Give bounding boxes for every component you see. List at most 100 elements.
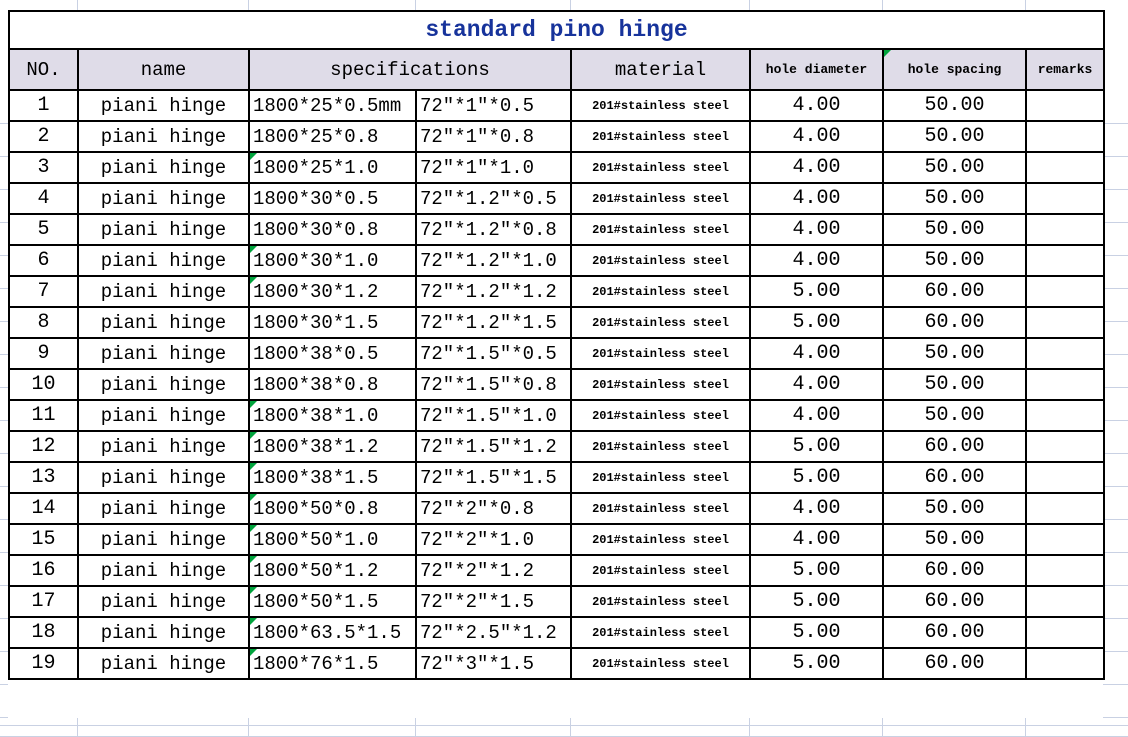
cell-material[interactable]: 201#stainless steel bbox=[570, 306, 751, 339]
cell-spec-mm[interactable]: 1800*30*1.5 bbox=[248, 306, 417, 339]
cell-hole-spacing[interactable]: 60.00 bbox=[882, 275, 1027, 308]
cell-no[interactable]: 9 bbox=[8, 337, 79, 370]
cell-material[interactable]: 201#stainless steel bbox=[570, 585, 751, 618]
cell-remarks[interactable] bbox=[1025, 554, 1105, 587]
cell-hole-diameter[interactable]: 5.00 bbox=[749, 647, 884, 680]
cell-material[interactable]: 201#stainless steel bbox=[570, 399, 751, 432]
header-cell-remarks[interactable]: remarks bbox=[1025, 48, 1105, 91]
cell-hole-spacing[interactable]: 50.00 bbox=[882, 399, 1027, 432]
cell-spec-mm[interactable]: 1800*50*1.5 bbox=[248, 585, 417, 618]
cell-hole-diameter[interactable]: 4.00 bbox=[749, 399, 884, 432]
cell-no[interactable]: 3 bbox=[8, 151, 79, 184]
cell-no[interactable]: 6 bbox=[8, 244, 79, 277]
cell-spec-mm[interactable]: 1800*30*0.8 bbox=[248, 213, 417, 246]
cell-hole-diameter[interactable]: 5.00 bbox=[749, 461, 884, 494]
cell-hole-spacing[interactable]: 60.00 bbox=[882, 585, 1027, 618]
table-title-cell[interactable]: standard pino hinge bbox=[8, 10, 1105, 50]
header-cell-hole-spacing[interactable]: hole spacing bbox=[882, 48, 1027, 91]
cell-no[interactable]: 1 bbox=[8, 89, 79, 122]
header-cell-hole-diameter[interactable]: hole diameter bbox=[749, 48, 884, 91]
cell-no[interactable]: 19 bbox=[8, 647, 79, 680]
cell-hole-spacing[interactable]: 60.00 bbox=[882, 647, 1027, 680]
cell-no[interactable]: 4 bbox=[8, 182, 79, 215]
cell-spec-inch[interactable]: 72″*1.2″*0.8 bbox=[415, 213, 572, 246]
cell-name[interactable]: piani hinge bbox=[77, 492, 250, 525]
cell-spec-inch[interactable]: 72″*1.5″*0.5 bbox=[415, 337, 572, 370]
cell-spec-inch[interactable]: 72″*1.5″*1.5 bbox=[415, 461, 572, 494]
cell-hole-diameter[interactable]: 4.00 bbox=[749, 182, 884, 215]
cell-no[interactable]: 5 bbox=[8, 213, 79, 246]
header-cell-name[interactable]: name bbox=[77, 48, 250, 91]
cell-name[interactable]: piani hinge bbox=[77, 523, 250, 556]
cell-material[interactable]: 201#stainless steel bbox=[570, 120, 751, 153]
cell-spec-mm[interactable]: 1800*30*1.0 bbox=[248, 244, 417, 277]
cell-no[interactable]: 14 bbox=[8, 492, 79, 525]
cell-hole-diameter[interactable]: 4.00 bbox=[749, 337, 884, 370]
cell-spec-mm[interactable]: 1800*25*0.5mm bbox=[248, 89, 417, 122]
cell-name[interactable]: piani hinge bbox=[77, 616, 250, 649]
cell-name[interactable]: piani hinge bbox=[77, 461, 250, 494]
cell-name[interactable]: piani hinge bbox=[77, 337, 250, 370]
cell-no[interactable]: 8 bbox=[8, 306, 79, 339]
cell-spec-mm[interactable]: 1800*76*1.5 bbox=[248, 647, 417, 680]
cell-spec-inch[interactable]: 72″*1.5″*1.0 bbox=[415, 399, 572, 432]
cell-hole-diameter[interactable]: 5.00 bbox=[749, 585, 884, 618]
cell-hole-diameter[interactable]: 5.00 bbox=[749, 554, 884, 587]
cell-spec-inch[interactable]: 72″*1″*1.0 bbox=[415, 151, 572, 184]
cell-spec-mm[interactable]: 1800*38*1.2 bbox=[248, 430, 417, 463]
cell-material[interactable]: 201#stainless steel bbox=[570, 554, 751, 587]
cell-spec-inch[interactable]: 72″*1.2″*1.2 bbox=[415, 275, 572, 308]
cell-hole-diameter[interactable]: 4.00 bbox=[749, 244, 884, 277]
cell-no[interactable]: 16 bbox=[8, 554, 79, 587]
cell-material[interactable]: 201#stainless steel bbox=[570, 89, 751, 122]
cell-material[interactable]: 201#stainless steel bbox=[570, 368, 751, 401]
cell-hole-diameter[interactable]: 4.00 bbox=[749, 89, 884, 122]
cell-spec-mm[interactable]: 1800*38*0.8 bbox=[248, 368, 417, 401]
cell-name[interactable]: piani hinge bbox=[77, 213, 250, 246]
cell-hole-spacing[interactable]: 50.00 bbox=[882, 120, 1027, 153]
cell-material[interactable]: 201#stainless steel bbox=[570, 182, 751, 215]
cell-spec-mm[interactable]: 1800*25*1.0 bbox=[248, 151, 417, 184]
cell-no[interactable]: 15 bbox=[8, 523, 79, 556]
cell-spec-inch[interactable]: 72″*2.5″*1.2 bbox=[415, 616, 572, 649]
cell-hole-spacing[interactable]: 60.00 bbox=[882, 554, 1027, 587]
cell-hole-diameter[interactable]: 4.00 bbox=[749, 492, 884, 525]
cell-hole-spacing[interactable]: 60.00 bbox=[882, 306, 1027, 339]
cell-spec-mm[interactable]: 1800*38*0.5 bbox=[248, 337, 417, 370]
cell-hole-spacing[interactable]: 50.00 bbox=[882, 523, 1027, 556]
cell-hole-spacing[interactable]: 50.00 bbox=[882, 151, 1027, 184]
cell-hole-spacing[interactable]: 60.00 bbox=[882, 461, 1027, 494]
cell-no[interactable]: 17 bbox=[8, 585, 79, 618]
cell-name[interactable]: piani hinge bbox=[77, 585, 250, 618]
cell-spec-inch[interactable]: 72″*1″*0.5 bbox=[415, 89, 572, 122]
cell-name[interactable]: piani hinge bbox=[77, 647, 250, 680]
cell-spec-mm[interactable]: 1800*50*0.8 bbox=[248, 492, 417, 525]
cell-material[interactable]: 201#stainless steel bbox=[570, 492, 751, 525]
cell-no[interactable]: 12 bbox=[8, 430, 79, 463]
cell-remarks[interactable] bbox=[1025, 151, 1105, 184]
cell-name[interactable]: piani hinge bbox=[77, 306, 250, 339]
cell-hole-diameter[interactable]: 5.00 bbox=[749, 616, 884, 649]
cell-hole-spacing[interactable]: 50.00 bbox=[882, 492, 1027, 525]
cell-remarks[interactable] bbox=[1025, 182, 1105, 215]
cell-hole-spacing[interactable]: 50.00 bbox=[882, 337, 1027, 370]
cell-hole-diameter[interactable]: 4.00 bbox=[749, 151, 884, 184]
cell-name[interactable]: piani hinge bbox=[77, 89, 250, 122]
cell-remarks[interactable] bbox=[1025, 523, 1105, 556]
cell-spec-inch[interactable]: 72″*1″*0.8 bbox=[415, 120, 572, 153]
cell-remarks[interactable] bbox=[1025, 337, 1105, 370]
cell-hole-diameter[interactable]: 4.00 bbox=[749, 213, 884, 246]
cell-hole-spacing[interactable]: 50.00 bbox=[882, 182, 1027, 215]
cell-hole-diameter[interactable]: 5.00 bbox=[749, 275, 884, 308]
cell-name[interactable]: piani hinge bbox=[77, 368, 250, 401]
cell-no[interactable]: 11 bbox=[8, 399, 79, 432]
cell-remarks[interactable] bbox=[1025, 430, 1105, 463]
cell-spec-inch[interactable]: 72″*2″*1.0 bbox=[415, 523, 572, 556]
cell-material[interactable]: 201#stainless steel bbox=[570, 523, 751, 556]
cell-hole-spacing[interactable]: 50.00 bbox=[882, 89, 1027, 122]
header-cell-specifications[interactable]: specifications bbox=[248, 48, 572, 91]
cell-spec-mm[interactable]: 1800*38*1.0 bbox=[248, 399, 417, 432]
cell-spec-mm[interactable]: 1800*63.5*1.5 bbox=[248, 616, 417, 649]
cell-no[interactable]: 7 bbox=[8, 275, 79, 308]
cell-material[interactable]: 201#stainless steel bbox=[570, 244, 751, 277]
